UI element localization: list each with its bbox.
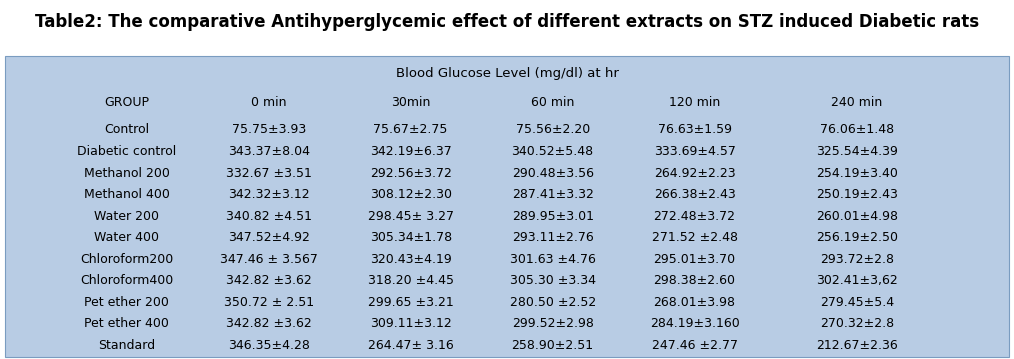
- Text: 264.47± 3.16: 264.47± 3.16: [368, 339, 453, 352]
- Text: 342.82 ±3.62: 342.82 ±3.62: [226, 274, 311, 287]
- Text: 256.19±2.50: 256.19±2.50: [816, 231, 897, 244]
- Text: 305.34±1.78: 305.34±1.78: [370, 231, 451, 244]
- Text: 295.01±3.70: 295.01±3.70: [654, 253, 735, 266]
- Text: 279.45±5.4: 279.45±5.4: [819, 296, 894, 309]
- Text: 320.43±4.19: 320.43±4.19: [370, 253, 451, 266]
- Text: 60 min: 60 min: [531, 96, 574, 109]
- Text: 258.90±2.51: 258.90±2.51: [512, 339, 593, 352]
- Text: Methanol 200: Methanol 200: [84, 167, 169, 180]
- Text: 333.69±4.57: 333.69±4.57: [654, 145, 735, 158]
- Text: 76.06±1.48: 76.06±1.48: [819, 123, 894, 136]
- Text: 309.11±3.12: 309.11±3.12: [370, 317, 451, 330]
- Text: Pet ether 200: Pet ether 200: [84, 296, 169, 309]
- Text: 342.32±3.12: 342.32±3.12: [228, 188, 309, 201]
- Text: 280.50 ±2.52: 280.50 ±2.52: [509, 296, 596, 309]
- Text: 332.67 ±3.51: 332.67 ±3.51: [226, 167, 311, 180]
- Text: 318.20 ±4.45: 318.20 ±4.45: [368, 274, 453, 287]
- Text: 343.37±8.04: 343.37±8.04: [228, 145, 309, 158]
- Text: 289.95±3.01: 289.95±3.01: [512, 210, 593, 223]
- Text: Chloroform200: Chloroform200: [80, 253, 173, 266]
- Text: 342.82 ±3.62: 342.82 ±3.62: [226, 317, 311, 330]
- Text: 76.63±1.59: 76.63±1.59: [658, 123, 731, 136]
- Text: 272.48±3.72: 272.48±3.72: [654, 210, 735, 223]
- Text: Control: Control: [104, 123, 149, 136]
- Text: Methanol 400: Methanol 400: [84, 188, 169, 201]
- Text: Chloroform400: Chloroform400: [80, 274, 173, 287]
- Text: 308.12±2.30: 308.12±2.30: [370, 188, 451, 201]
- Text: 250.19±2.43: 250.19±2.43: [816, 188, 897, 201]
- Text: 340.82 ±4.51: 340.82 ±4.51: [226, 210, 311, 223]
- Text: 120 min: 120 min: [669, 96, 720, 109]
- Text: 284.19±3.160: 284.19±3.160: [650, 317, 739, 330]
- Text: Diabetic control: Diabetic control: [77, 145, 176, 158]
- Text: 30min: 30min: [391, 96, 430, 109]
- Text: 347.52±4.92: 347.52±4.92: [228, 231, 309, 244]
- Text: 325.54±4.39: 325.54±4.39: [816, 145, 897, 158]
- Text: 75.75±3.93: 75.75±3.93: [231, 123, 306, 136]
- Text: GROUP: GROUP: [104, 96, 149, 109]
- Text: 270.32±2.8: 270.32±2.8: [819, 317, 894, 330]
- Text: 340.52±5.48: 340.52±5.48: [512, 145, 593, 158]
- Text: 266.38±2.43: 266.38±2.43: [654, 188, 735, 201]
- Text: 264.92±2.23: 264.92±2.23: [654, 167, 735, 180]
- Text: 212.67±2.36: 212.67±2.36: [816, 339, 897, 352]
- Text: 298.45± 3.27: 298.45± 3.27: [368, 210, 453, 223]
- Text: 254.19±3.40: 254.19±3.40: [816, 167, 897, 180]
- Text: 350.72 ± 2.51: 350.72 ± 2.51: [224, 296, 313, 309]
- Text: 301.63 ±4.76: 301.63 ±4.76: [510, 253, 595, 266]
- Text: 240 min: 240 min: [831, 96, 882, 109]
- Text: 299.65 ±3.21: 299.65 ±3.21: [368, 296, 453, 309]
- Text: 75.67±2.75: 75.67±2.75: [373, 123, 448, 136]
- Text: 268.01±3.98: 268.01±3.98: [654, 296, 735, 309]
- Text: Pet ether 400: Pet ether 400: [84, 317, 169, 330]
- Text: Table2: The comparative Antihyperglycemic effect of different extracts on STZ in: Table2: The comparative Antihyperglycemi…: [34, 13, 980, 31]
- Text: Standard: Standard: [98, 339, 155, 352]
- Text: Water 400: Water 400: [94, 231, 159, 244]
- Text: 292.56±3.72: 292.56±3.72: [370, 167, 451, 180]
- Text: 346.35±4.28: 346.35±4.28: [228, 339, 309, 352]
- Text: 293.11±2.76: 293.11±2.76: [512, 231, 593, 244]
- Text: 75.56±2.20: 75.56±2.20: [515, 123, 590, 136]
- Text: 290.48±3.56: 290.48±3.56: [512, 167, 593, 180]
- Text: 271.52 ±2.48: 271.52 ±2.48: [652, 231, 737, 244]
- Text: 247.46 ±2.77: 247.46 ±2.77: [652, 339, 737, 352]
- Text: 342.19±6.37: 342.19±6.37: [370, 145, 451, 158]
- Text: 302.41±3,62: 302.41±3,62: [816, 274, 897, 287]
- Text: 287.41±3.32: 287.41±3.32: [512, 188, 593, 201]
- Text: 260.01±4.98: 260.01±4.98: [816, 210, 897, 223]
- Text: 0 min: 0 min: [250, 96, 287, 109]
- Text: 298.38±2.60: 298.38±2.60: [654, 274, 735, 287]
- Text: Blood Glucose Level (mg/dl) at hr: Blood Glucose Level (mg/dl) at hr: [395, 67, 619, 80]
- Text: Water 200: Water 200: [94, 210, 159, 223]
- Text: 305.30 ±3.34: 305.30 ±3.34: [510, 274, 595, 287]
- Text: 299.52±2.98: 299.52±2.98: [512, 317, 593, 330]
- Text: 293.72±2.8: 293.72±2.8: [820, 253, 893, 266]
- Text: 347.46 ± 3.567: 347.46 ± 3.567: [220, 253, 317, 266]
